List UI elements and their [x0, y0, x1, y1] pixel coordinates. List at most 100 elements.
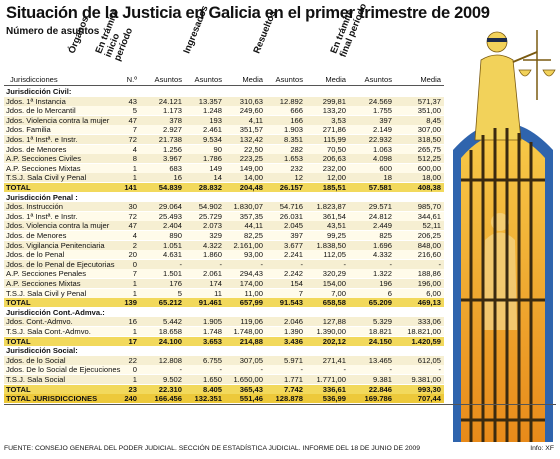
table-cell: Jdos. De lo Social de Ejecuciones [6, 365, 121, 375]
table-cell: 612,05 [417, 355, 441, 365]
total-cell: 26.157 [279, 183, 303, 192]
table-cell: 232 [290, 163, 303, 173]
table-cell: 2.149 [372, 125, 392, 135]
table-cell: 8,45 [426, 115, 441, 125]
table-cell: 2.404 [162, 221, 182, 231]
table-cell: A.P. Secciones Penales [6, 269, 87, 279]
table-cell: 2.461 [202, 125, 222, 135]
table-cell: 193 [209, 115, 222, 125]
table-cell: - [343, 365, 346, 375]
table-cell: 1 [132, 173, 137, 183]
row-background [4, 269, 444, 279]
table-cell: 600,00 [417, 163, 441, 173]
table-cell: 20 [128, 250, 137, 260]
table-cell: 4.322 [202, 240, 222, 250]
table-cell: 5.329 [372, 317, 392, 327]
table-cell: 7 [298, 288, 303, 298]
total-cell: 24.100 [158, 336, 182, 346]
table-cell: 154,00 [322, 279, 346, 288]
table-cell: 127,88 [322, 317, 346, 327]
table-cell: 115,99 [323, 135, 346, 144]
total-cell: 7.742 [283, 384, 303, 394]
table-cell: T.S.J. Sala Social [6, 375, 66, 384]
table-cell: 1.390,00 [316, 327, 346, 336]
table-cell: 54.902 [198, 202, 222, 212]
table-cell: 223,25 [239, 154, 263, 164]
grand-total-cell: 551,46 [239, 394, 263, 404]
table-cell: 176 [169, 279, 182, 288]
row-background [4, 125, 444, 135]
table-cell: 13.357 [198, 96, 222, 106]
column-header: Asuntos [154, 75, 182, 84]
table-cell: 1 [132, 288, 137, 298]
table-cell: 0 [132, 365, 137, 375]
table-cell: 174 [209, 279, 222, 288]
table-cell: 149,00 [239, 163, 263, 173]
row-background [4, 365, 444, 375]
table-cell: 26.031 [279, 211, 303, 221]
table-cell: 132,42 [239, 135, 263, 144]
total-cell: 141 [124, 183, 137, 192]
table-cell: 12,00 [326, 173, 346, 183]
table-cell: 5 [177, 288, 182, 298]
table-cell: 1.823,87 [316, 202, 346, 212]
table-cell: 307,00 [417, 125, 441, 135]
table-cell: 7 [132, 125, 137, 135]
row-background [4, 144, 444, 154]
table-cell: 361,54 [322, 211, 346, 221]
table-cell: 54.716 [279, 202, 303, 212]
table-cell: 12.892 [279, 96, 303, 106]
total-background [4, 336, 444, 346]
total-cell: 408,38 [417, 183, 441, 192]
header-rule [4, 85, 444, 86]
table-cell: 4.332 [372, 250, 392, 260]
row-background [4, 231, 444, 240]
table-cell: T.S.J. Sala Cont.-Admvo. [6, 327, 91, 336]
total-cell: 3.436 [283, 336, 303, 346]
table-cell: 166 [290, 115, 303, 125]
total-cell: 8.405 [202, 384, 222, 394]
total-cell: 139 [124, 298, 137, 308]
table-cell: 1.173 [162, 106, 182, 116]
table-cell: 1.256 [162, 144, 182, 154]
table-cell: - [219, 259, 222, 269]
row-background [4, 221, 444, 231]
table-cell: 14,00 [243, 173, 263, 183]
table-cell: 1.390 [283, 327, 303, 336]
total-cell: 65.209 [368, 298, 392, 308]
row-background [4, 250, 444, 260]
column-header: Asuntos [275, 75, 303, 84]
table-cell: 333,06 [417, 317, 441, 327]
table-cell: 232,00 [322, 163, 346, 173]
table-cell: 14 [213, 173, 222, 183]
grand-total-cell: 707,44 [417, 394, 441, 404]
row-background [4, 259, 444, 269]
column-header: Media [242, 75, 263, 84]
table-cell: 1.501 [162, 269, 182, 279]
table-cell: 24.569 [368, 96, 392, 106]
table-cell: 149 [209, 163, 222, 173]
table-cell: 5.442 [162, 317, 182, 327]
table-cell: - [300, 259, 303, 269]
table-cell: - [300, 365, 303, 375]
table-cell: 1.771 [283, 375, 303, 384]
table-cell: 1.755 [372, 106, 392, 116]
table-cell: 30 [128, 202, 137, 212]
table-cell: 9.381,00 [411, 375, 441, 384]
total-cell: TOTAL [6, 336, 31, 346]
row-background [4, 115, 444, 125]
grand-total-cell: 169.786 [364, 394, 392, 404]
table-cell: 1.830,07 [233, 202, 263, 212]
total-cell: 993,30 [417, 384, 441, 394]
table-cell: - [389, 365, 392, 375]
grand-total-cell: 240 [124, 394, 137, 404]
grand-total-cell: 128.878 [275, 394, 303, 404]
table-cell: 188,86 [417, 269, 441, 279]
table-cell: 22,50 [243, 144, 263, 154]
table-cell: 52,11 [422, 221, 441, 231]
section-title: Jurisdicción Cont.-Admva.: [6, 307, 105, 317]
table-cell: 18.821 [368, 327, 392, 336]
table-cell: 1.771,00 [316, 375, 346, 384]
table-cell: 12.808 [158, 355, 182, 365]
table-cell: 90 [213, 144, 222, 154]
